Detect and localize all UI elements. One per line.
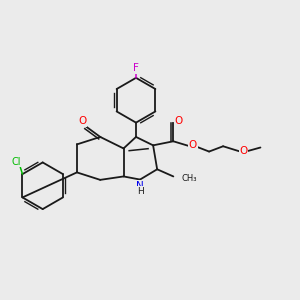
Text: O: O	[78, 116, 87, 126]
Text: O: O	[189, 140, 197, 150]
Text: O: O	[175, 116, 183, 126]
Text: H: H	[137, 187, 144, 196]
Text: N: N	[136, 181, 144, 191]
Text: Cl: Cl	[11, 157, 21, 167]
Text: F: F	[133, 63, 139, 73]
Text: CH₃: CH₃	[181, 174, 196, 183]
Text: O: O	[239, 146, 248, 156]
